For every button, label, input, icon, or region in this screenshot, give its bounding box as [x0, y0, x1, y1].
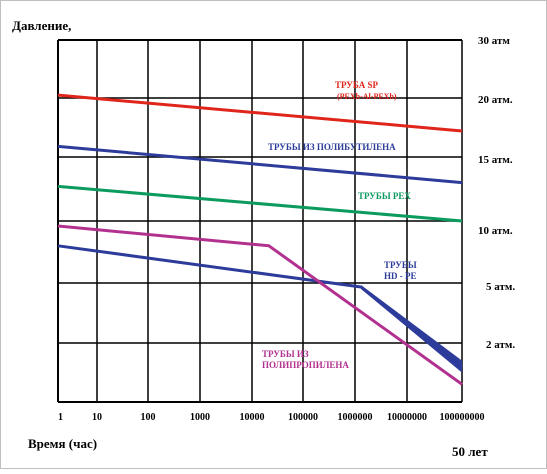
- x-axis-label: Время (час): [28, 436, 97, 451]
- y-tick-label: 15 атм.: [478, 154, 513, 166]
- x-tick-label: 100000: [288, 412, 318, 423]
- series-labels: ТРУБА SP (PEXb-Al-PEXb) ТРУБЫ ИЗ ПОЛИБУТИЛ…: [262, 80, 417, 370]
- x-tick-label: 100000000: [440, 412, 485, 423]
- series-line-1: [57, 93, 463, 133]
- series-sublabel-5: ПОЛИПРОПИЛЕНА: [262, 360, 349, 370]
- series-label-3: ТРУБЫ PEX: [358, 191, 411, 201]
- x-tick-labels: 1 10 100 1000 10000 100000 1000000 10000000 1000…: [58, 412, 485, 423]
- y-axis-label: Давление,: [12, 18, 71, 33]
- series-label-4: ТРУБЫ: [384, 260, 417, 270]
- y-tick-label: 5 атм.: [486, 281, 515, 293]
- series-line-2: [57, 144, 463, 185]
- series-sublabel-1: (PEXb-Al-PEXb): [337, 92, 397, 101]
- x-tick-label: 1: [58, 412, 63, 423]
- x-tick-label: 1000000: [338, 412, 373, 423]
- y-tick-label: 30 атм: [478, 35, 510, 47]
- series-line-4-thick: [361, 285, 462, 373]
- x-axis-note: 50 лет: [452, 444, 488, 459]
- series-label-5: ТРУБЫ ИЗ: [262, 349, 309, 359]
- y-tick-labels: 30 атм 20 атм. 15 атм. 10 атм. 5 атм. 2 атм.: [478, 35, 515, 351]
- y-tick-label: 20 атм.: [478, 94, 513, 106]
- x-tick-label: 100: [141, 412, 156, 423]
- series-sublabel-4: HD - PE: [384, 271, 417, 281]
- series-label-1: ТРУБА SP: [335, 80, 378, 90]
- y-tick-label: 10 атм.: [478, 225, 513, 237]
- x-tick-label: 10000: [240, 412, 265, 423]
- grid: [57, 39, 463, 403]
- series-label-2: ТРУБЫ ИЗ ПОЛИБУТИЛЕНА: [268, 142, 396, 152]
- x-tick-label: 1000: [190, 412, 210, 423]
- series-lines: [57, 93, 463, 386]
- series-line-3: [57, 184, 463, 223]
- x-tick-label: 10000000: [387, 412, 427, 423]
- y-tick-label: 2 атм.: [486, 339, 515, 351]
- x-tick-label: 10: [92, 412, 102, 423]
- series-line-5: [57, 224, 463, 386]
